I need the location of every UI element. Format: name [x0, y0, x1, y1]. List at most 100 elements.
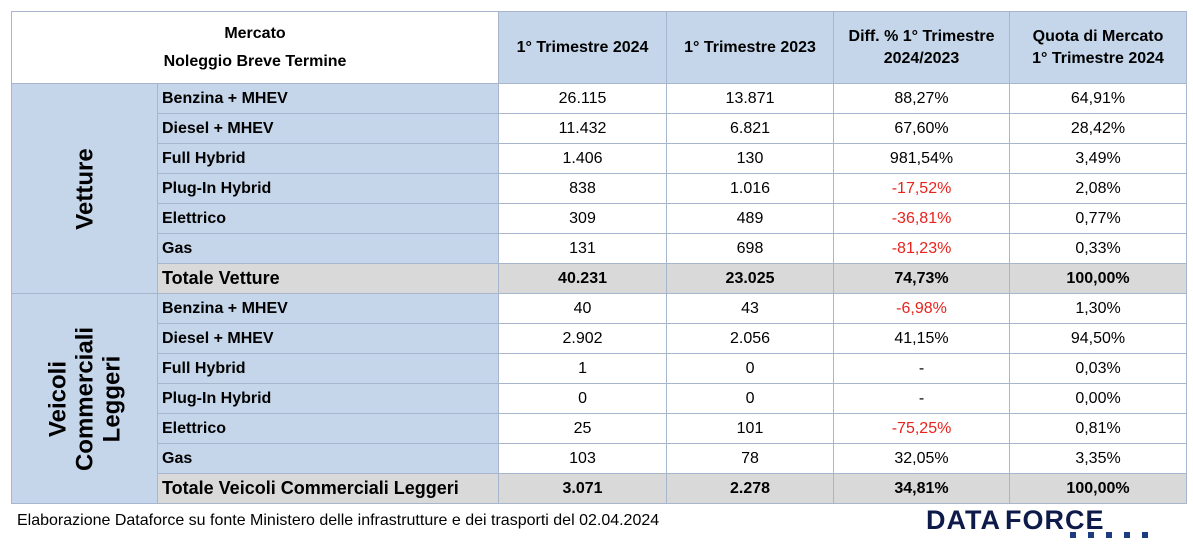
cell-2024: 3.071 [498, 473, 668, 504]
row-category: Full Hybrid [156, 143, 500, 174]
row-category-total: Totale Veicoli Commerciali Leggeri [156, 473, 500, 504]
cell-quota: 0,03% [1009, 353, 1188, 384]
cell-2023: 489 [666, 203, 835, 234]
cell-2023: 2.056 [666, 323, 835, 354]
cell-2024: 309 [498, 203, 668, 234]
table-row: Diesel + MHEV 2.902 2.056 41,15% 94,50% [12, 323, 1188, 354]
group-vetture: Vetture [11, 83, 158, 294]
cell-diff: -75,25% [833, 413, 1011, 444]
group-label-vcl: Veicoli Commerciali Leggeri [44, 326, 125, 470]
cell-quota: 1,30% [1009, 293, 1188, 324]
cell-2023: 130 [666, 143, 835, 174]
cell-2024: 103 [498, 443, 668, 474]
cell-2024: 40.231 [498, 263, 668, 294]
row-category: Plug-In Hybrid [156, 383, 500, 414]
table-row: Full Hybrid 1 0 - 0,03% [12, 353, 1188, 384]
table-title: Mercato Noleggio Breve Termine [10, 11, 500, 84]
table-row: Elettrico 25 101 -75,25% 0,81% [12, 413, 1188, 444]
cell-2024: 1 [498, 353, 668, 384]
cell-diff: 34,81% [833, 473, 1011, 504]
cell-quota: 0,81% [1009, 413, 1188, 444]
cell-diff: 32,05% [833, 443, 1011, 474]
cell-2023: 78 [666, 443, 835, 474]
col-header-quota: Quota di Mercato 1° Trimestre 2024 [1009, 11, 1188, 84]
dots-icon [1070, 532, 1160, 540]
cell-2024: 131 [498, 233, 668, 264]
row-category: Gas [156, 443, 500, 474]
table-row: Full Hybrid 1.406 130 981,54% 3,49% [12, 143, 1188, 174]
cell-quota: 0,00% [1009, 383, 1188, 414]
row-category: Elettrico [156, 413, 500, 444]
row-category: Diesel + MHEV [156, 323, 500, 354]
cell-2024: 26.115 [498, 83, 668, 114]
cell-quota: 100,00% [1009, 263, 1188, 294]
table-row: Gas 103 78 32,05% 3,35% [12, 443, 1188, 474]
cell-2023: 13.871 [666, 83, 835, 114]
row-category: Plug-In Hybrid [156, 173, 500, 204]
cell-2023: 0 [666, 383, 835, 414]
cell-2023: 698 [666, 233, 835, 264]
col-header-2023: 1° Trimestre 2023 [666, 11, 835, 84]
total-row-vetture: Totale Vetture 40.231 23.025 74,73% 100,… [12, 263, 1188, 294]
table-row: Veicoli Commerciali Leggeri Benzina + MH… [11, 293, 1188, 504]
cell-quota: 0,33% [1009, 233, 1188, 264]
cell-diff: 67,60% [833, 113, 1011, 144]
total-row-vcl: Totale Veicoli Commerciali Leggeri 3.071… [12, 473, 1188, 504]
table-row: Elettrico 309 489 -36,81% 0,77% [12, 203, 1188, 234]
group-label-vetture-text: Vetture [71, 147, 98, 230]
cell-quota: 94,50% [1009, 323, 1188, 354]
cell-2023: 1.016 [666, 173, 835, 204]
col-header-2024: 1° Trimestre 2024 [498, 11, 668, 84]
cell-2024: 838 [498, 173, 668, 204]
logo-part-2: FORCE [1004, 505, 1105, 535]
cell-diff: 981,54% [833, 143, 1011, 174]
cell-diff: -36,81% [833, 203, 1011, 234]
col-header-quota-line1: Quota di Mercato [1032, 27, 1164, 45]
cell-diff: -81,23% [833, 233, 1011, 264]
cell-diff: -17,52% [833, 173, 1011, 204]
cell-diff: 88,27% [833, 83, 1011, 114]
cell-diff: - [833, 353, 1011, 384]
source-note: Elaborazione Dataforce su fonte Minister… [17, 512, 660, 529]
cell-diff: 41,15% [833, 323, 1011, 354]
cell-quota: 3,35% [1009, 443, 1188, 474]
cell-2024: 2.902 [498, 323, 668, 354]
cell-2024: 1.406 [498, 143, 668, 174]
row-category: Benzina + MHEV [156, 293, 500, 324]
table-row: Plug-In Hybrid 838 1.016 -17,52% 2,08% [12, 173, 1188, 204]
table-row: Vetture Benzina + MHEV 26.115 13.871 88,… [11, 83, 1188, 294]
group-label-vcl-line3: Leggeri [98, 355, 125, 442]
logo-part-1: DATA [926, 505, 1001, 535]
cell-diff: - [833, 383, 1011, 414]
cell-2023: 0 [666, 353, 835, 384]
row-category: Full Hybrid [156, 353, 500, 384]
cell-2024: 11.432 [498, 113, 668, 144]
cell-2024: 0 [498, 383, 668, 414]
table-row: Diesel + MHEV 11.432 6.821 67,60% 28,42% [12, 113, 1188, 144]
cell-quota: 3,49% [1009, 143, 1188, 174]
col-header-diff-line1: Diff. % 1° Trimestre [848, 27, 995, 45]
cell-2023: 2.278 [666, 473, 835, 504]
cell-2023: 101 [666, 413, 835, 444]
group-label-vetture: Vetture [71, 148, 98, 229]
title-line-1: Mercato [224, 24, 286, 42]
cell-2023: 43 [666, 293, 835, 324]
group-vcl: Veicoli Commerciali Leggeri [11, 293, 158, 504]
cell-quota: 28,42% [1009, 113, 1188, 144]
row-category: Benzina + MHEV [156, 83, 500, 114]
cell-diff: -6,98% [833, 293, 1011, 324]
dataforce-logo: DATA FORCE [926, 505, 1104, 536]
row-category: Elettrico [156, 203, 500, 234]
cell-2023: 23.025 [666, 263, 835, 294]
col-header-quota-line2: 1° Trimestre 2024 [1032, 49, 1164, 67]
table-row: Plug-In Hybrid 0 0 - 0,00% [12, 383, 1188, 414]
row-category: Diesel + MHEV [156, 113, 500, 144]
cell-diff: 74,73% [833, 263, 1011, 294]
cell-2024: 25 [498, 413, 668, 444]
cell-quota: 64,91% [1009, 83, 1188, 114]
group-label-vcl-line2: Commerciali [71, 326, 98, 471]
cell-quota: 100,00% [1009, 473, 1188, 504]
row-category-total: Totale Vetture [156, 263, 500, 294]
cell-2023: 6.821 [666, 113, 835, 144]
row-category: Gas [156, 233, 500, 264]
